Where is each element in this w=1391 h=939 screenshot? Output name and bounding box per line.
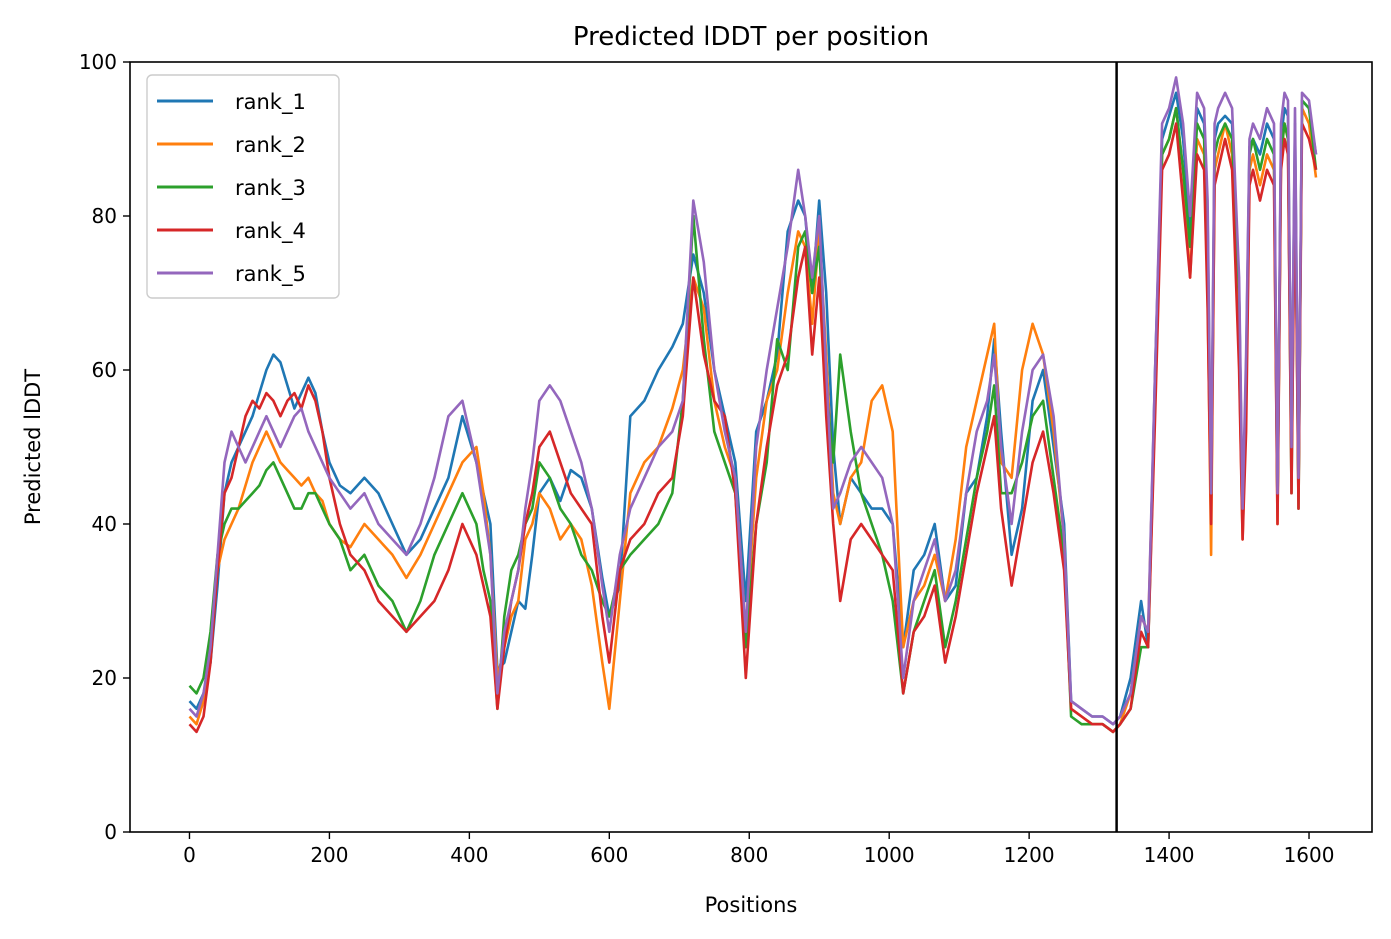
y-tick-label: 60 [92,358,117,382]
x-axis-label: Positions [705,893,798,917]
plot-frame [129,61,1373,833]
legend: rank_1 rank_2 rank_3 rank_4 rank_5 [146,74,340,299]
legend-label-rank_3: rank_3 [235,176,306,201]
legend-label-rank_2: rank_2 [235,133,306,158]
y-tick-label: 40 [92,512,117,536]
y-tick-label: 80 [92,204,117,228]
y-axis-label: Predicted lDDT [21,369,45,525]
x-tick-label: 400 [450,843,488,867]
legend-label-rank_5: rank_5 [235,262,306,287]
y-axis-ticks: 0 20 40 60 80 100 [79,50,130,844]
series-line-rank_5 [188,76,1318,726]
x-tick-label: 200 [310,843,348,867]
y-tick-label: 0 [104,820,117,844]
x-tick-label: 1000 [864,843,915,867]
x-tick-label: 1400 [1144,843,1195,867]
x-tick-label: 1600 [1284,843,1335,867]
x-tick-label: 600 [590,843,628,867]
x-tick-label: 1200 [1004,843,1055,867]
legend-box [146,74,340,299]
x-tick-label: 800 [730,843,768,867]
plot-lines [188,76,1318,734]
y-tick-label: 100 [79,50,117,74]
legend-label-rank_1: rank_1 [235,90,306,115]
chart-title: Predicted lDDT per position [573,22,929,52]
x-axis-ticks: 0 200 400 600 800 1000 1200 1400 1600 [183,832,1334,867]
y-tick-label: 20 [92,666,117,690]
legend-label-rank_4: rank_4 [235,219,306,244]
x-tick-label: 0 [183,843,196,867]
